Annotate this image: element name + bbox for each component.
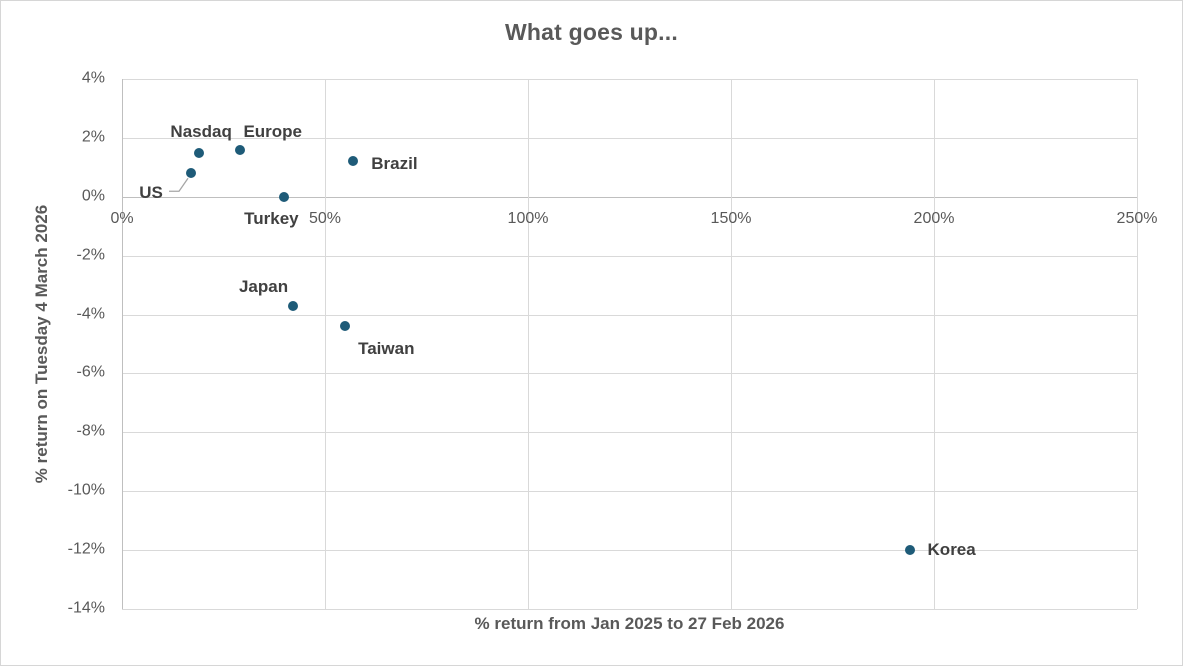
y-tick-label--2%: -2% [76,246,105,264]
y-axis-title: % return on Tuesday 4 March 2026 [32,204,51,484]
data-point-brazil [348,156,359,167]
x-tick-label-200%: 200% [913,209,955,227]
y-gridline-4% [122,79,1137,80]
x-gridline-200% [934,79,935,609]
x-tick-label-250%: 250% [1116,209,1158,227]
y-tick-label-2%: 2% [81,128,105,146]
y-gridline--12% [122,550,1137,552]
point-label-korea: Korea [927,540,976,560]
plot-area: 4% 2% 0% -2% -4% -6% -8% -10% -12% -14% 0% 50% 100% 1… [68,70,1158,617]
y-tick-label--8%: -8% [76,422,105,440]
data-point-europe [234,144,245,155]
point-label-brazil: Brazil [371,154,418,174]
y-tick-label--12%: -12% [67,540,105,558]
y-gridline--14% [122,609,1137,610]
point-label-turkey: Turkey [244,208,299,228]
leader-line-us [169,177,189,192]
point-label-us: US [139,183,163,203]
y-gridline--8% [122,432,1137,434]
x-gridline-50% [325,79,326,609]
x-gridline-250% [1137,79,1138,609]
y-gridline--10% [122,491,1137,493]
x-tick-label-0%: 0% [110,209,134,227]
x-gridline-150% [731,79,732,609]
x-tick-label-50%: 50% [308,209,342,227]
y-tick-label--10%: -10% [67,481,105,499]
data-point-nasdaq [194,147,205,158]
x-gridline-0% [122,79,123,609]
x-gridline-100% [528,79,529,609]
y-tick-label--4%: -4% [76,305,105,323]
chart-title: What goes up... [505,19,678,45]
x-tick-label-100%: 100% [507,209,549,227]
point-label-japan: Japan [238,276,289,296]
leader-lines [169,177,189,192]
y-tick-label-0%: 0% [81,187,105,205]
y-gridline-0% [122,196,1137,198]
y-gridline--4% [122,314,1137,316]
point-label-europe: Europe [243,121,303,141]
x-tick-label-150%: 150% [710,209,752,227]
x-axis-title: % return from Jan 2025 to 27 Feb 2026 [474,614,785,633]
data-point-us [186,168,197,179]
point-label-taiwan: Taiwan [358,339,415,359]
point-label-nasdaq: Nasdaq [170,121,232,141]
y-tick-label--14%: -14% [67,599,105,617]
y-tick-label--6%: -6% [76,364,105,382]
data-point-korea [904,545,915,556]
data-point-japan [287,300,298,311]
y-gridline-2% [122,137,1137,139]
y-gridline--6% [122,373,1137,375]
y-tick-label-4%: 4% [81,69,105,87]
data-point-taiwan [340,321,351,332]
y-gridline--2% [122,255,1137,257]
data-point-turkey [279,191,290,202]
